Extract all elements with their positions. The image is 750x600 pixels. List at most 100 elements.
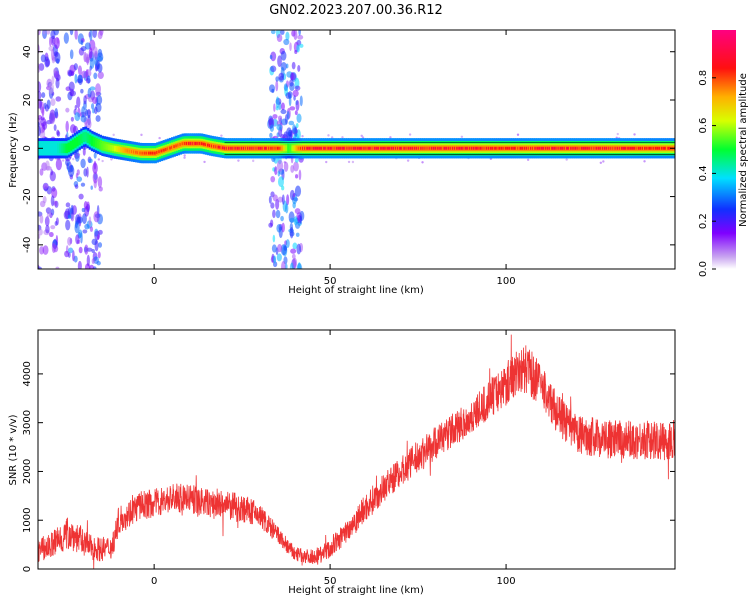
ridge-core-cell [538,146,541,150]
noise-blob [299,215,302,225]
ridge-cell [158,148,162,155]
ridge-cell [599,145,603,152]
ridge-core-cell [496,146,498,150]
ridge-cell [333,145,337,152]
ridge-core-cell [217,145,220,149]
spectrogram-frame [37,29,676,270]
ridge-core-cell [403,146,405,150]
ridge-cell [272,145,276,152]
noise-blob [78,193,84,200]
spectrogram-panel: 0 50 100 40 20 0 -20 -40 Height of straight li… [8,29,676,296]
ridge-core-cell [525,146,528,150]
noise-speck [565,158,568,161]
ridge-core-cell [648,146,651,150]
noise-blob [96,260,101,266]
ridge-core-cell [553,146,556,150]
ridge-core-cell [249,146,251,150]
ridge-cell [394,145,398,152]
ridge-cell [348,145,352,152]
noise-blob [69,124,77,134]
noise-blob [292,89,299,97]
ridge-cell [128,148,132,155]
ridge-cell [211,143,214,149]
noise-blob [76,96,81,109]
ridge-core-cell [422,146,424,150]
ridge-core-cell [291,146,294,150]
noise-blob [89,57,95,69]
ridge-core-cell [171,145,173,149]
ridge-core-cell [268,146,270,150]
ridge-core-cell [582,146,585,150]
ridge-cell [555,145,559,152]
ridge-core-cell [614,146,616,150]
noise-blob [86,254,90,267]
noise-speck [158,136,161,140]
ridge-core-cell [230,146,232,150]
ridge-core-cell [365,146,367,150]
noise-blob [77,74,83,84]
ridge-cell [251,145,254,152]
ridge-core-cell [453,146,456,150]
ridge-cell [428,145,432,152]
ridge-core-cell [280,146,283,150]
ridge-core-cell [447,146,450,150]
ridge-core-cell [361,146,363,150]
ridge-core-cell [637,146,640,150]
noise-blob [77,260,82,269]
noise-blob [69,30,74,36]
noise-blob [285,239,290,248]
ridge-cell [515,145,518,152]
ridge-cell [133,149,136,155]
ridge-cell [42,143,45,154]
ridge-core-cell [164,148,167,151]
ridge-cell [369,145,373,152]
noise-blob [291,253,296,260]
ridge-core-cell [392,146,395,150]
ridge-core-cell [660,146,663,150]
noise-blob [285,63,289,69]
ridge-core-cell [179,142,181,146]
noise-blob [294,158,299,163]
noise-blob [39,200,46,208]
ridge-cell [166,145,170,152]
ridge-core-cell [390,146,393,150]
ridge-core-cell [255,146,257,150]
noise-blob [93,211,100,223]
ridge-cell [392,145,396,152]
ridge-cell [462,145,466,152]
ridge-core-cell [384,146,386,150]
ridge-core-cell [152,151,154,155]
noise-blob [298,30,301,36]
noise-blob [93,152,97,159]
noise-blob [293,216,298,226]
noise-blob [299,43,304,48]
noise-blob [294,49,298,55]
ridge-cell [181,140,185,147]
noise-speck [341,136,344,139]
ridge-core-cell [270,146,272,150]
noise-blob [89,226,94,232]
ridge-core-cell [599,146,601,150]
ridge-core-cell [247,146,249,150]
ridge-core-cell [327,146,330,150]
ridge-core-cell [333,146,335,150]
ridge-core-cell [133,150,135,154]
ridge-core-cell [591,146,593,150]
ridge-core-cell [479,146,482,150]
noise-blob [283,38,290,46]
noise-blob [289,82,295,92]
ridge-core-cell [137,151,139,155]
ridge-cell [73,138,77,148]
noise-blob [65,107,70,113]
noise-blob [84,108,88,117]
snr-background [38,330,675,569]
noise-blob [45,207,52,214]
ridge-core-cell [610,146,612,150]
ridge-cell [401,145,404,152]
noise-blob [96,95,103,105]
ridge-cell [253,145,257,152]
ridge-core-cell [181,142,183,146]
ridge-cell [371,145,375,152]
ridge-cell [120,146,124,153]
